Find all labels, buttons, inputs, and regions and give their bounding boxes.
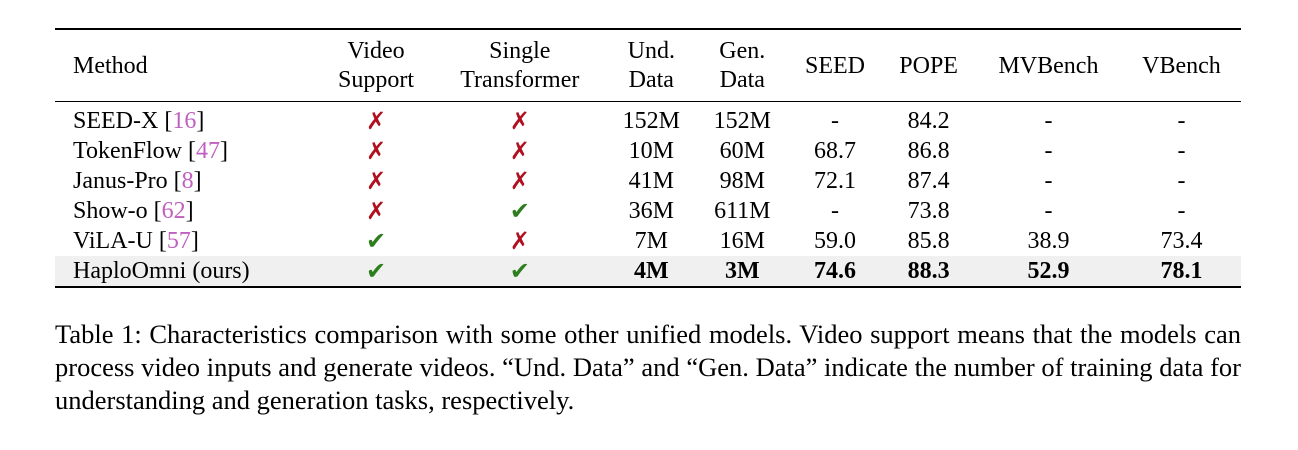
header-pope: POPE	[899, 52, 958, 79]
cross-icon: ✗	[365, 197, 387, 225]
method-cell: ViLA-U [57]	[55, 226, 318, 256]
seed-cell: 59.0	[814, 228, 857, 254]
vbench-cell: -	[1177, 138, 1186, 164]
check-icon: ✔	[509, 197, 530, 225]
cross-icon: ✗	[509, 137, 530, 165]
method-name: SEED-X [	[73, 108, 173, 134]
citation-bracket: ]	[190, 228, 199, 254]
und-cell: 41M	[628, 168, 674, 194]
pope-cell: 88.3	[882, 256, 975, 287]
method-name: Show-o [	[73, 198, 162, 224]
method-name: Janus-Pro [	[73, 168, 182, 194]
method-cell: Show-o [62]	[55, 196, 318, 226]
gen-cell: 60M	[719, 138, 765, 164]
table-row: ViLA-U [57] ✔ ✗ 7M 16M 59.0 85.8 38.9 73.4	[55, 226, 1241, 256]
seed-cell: -	[831, 108, 840, 134]
comparison-table: Method Video Support Single Transformer Un…	[55, 28, 1241, 288]
method-cell: HaploOmni (ours)	[55, 256, 319, 287]
check-icon: ✔	[318, 256, 434, 287]
seed-cell: 72.1	[814, 168, 857, 194]
seed-cell: 68.7	[814, 138, 857, 164]
mvbench-cell: -	[1044, 198, 1053, 224]
pope-cell: 86.8	[907, 138, 950, 164]
citation-link[interactable]: 8	[181, 168, 194, 194]
check-icon: ✔	[433, 256, 606, 287]
citation-bracket: ]	[185, 198, 194, 224]
und-cell: 7M	[634, 228, 668, 254]
mvbench-cell: -	[1044, 108, 1053, 134]
und-cell: 4M	[605, 256, 697, 287]
mvbench-cell: -	[1044, 138, 1053, 164]
mvbench-cell: 52.9	[975, 256, 1122, 287]
pope-cell: 73.8	[907, 198, 950, 224]
gen-cell: 98M	[719, 168, 765, 194]
citation-link[interactable]: 47	[195, 138, 220, 164]
method-cell: Janus-Pro [8]	[55, 166, 318, 196]
mvbench-cell: 38.9	[1027, 228, 1070, 254]
method-name: ViLA-U [	[73, 228, 167, 254]
mvbench-cell: -	[1044, 168, 1053, 194]
header-gen-data: Gen. Data	[719, 38, 766, 93]
citation-link[interactable]: 16	[172, 108, 197, 134]
table-row: Show-o [62] ✗ ✔ 36M 611M - 73.8 - -	[55, 196, 1241, 226]
vbench-cell: -	[1177, 198, 1186, 224]
und-cell: 36M	[628, 198, 674, 224]
vbench-cell: 73.4	[1160, 228, 1203, 254]
cross-icon: ✗	[365, 107, 387, 135]
table-row: SEED-X [16] ✗ ✗ 152M 152M - 84.2 - -	[55, 102, 1241, 137]
seed-cell: -	[831, 198, 840, 224]
vbench-cell: 78.1	[1121, 256, 1241, 287]
cross-icon: ✗	[365, 137, 387, 165]
cross-icon: ✗	[509, 107, 530, 135]
method-cell: TokenFlow [47]	[55, 136, 318, 166]
table-row: Janus-Pro [8] ✗ ✗ 41M 98M 72.1 87.4 - -	[55, 166, 1241, 196]
header-method: Method	[73, 52, 148, 79]
und-cell: 152M	[622, 108, 680, 134]
cross-icon: ✗	[365, 167, 387, 195]
cross-icon: ✗	[509, 167, 530, 195]
method-name: HaploOmni (ours)	[73, 258, 250, 284]
pope-cell: 85.8	[907, 228, 950, 254]
check-icon: ✔	[365, 227, 387, 255]
pope-cell: 87.4	[907, 168, 950, 194]
table-row: HaploOmni (ours) ✔ ✔ 4M 3M 74.6 88.3 52.9 78.1	[55, 256, 1241, 287]
pope-cell: 84.2	[907, 108, 950, 134]
header-mvbench: MVBench	[998, 52, 1099, 79]
header-row: Method Video Support Single Transformer Un…	[55, 29, 1241, 102]
table-row: TokenFlow [47] ✗ ✗ 10M 60M 68.7 86.8 - -	[55, 136, 1241, 166]
method-cell: SEED-X [16]	[55, 102, 318, 137]
vbench-cell: -	[1177, 108, 1186, 134]
und-cell: 10M	[628, 138, 674, 164]
cross-icon: ✗	[509, 227, 530, 255]
header-video-support: Video Support	[338, 38, 415, 93]
gen-cell: 611M	[714, 198, 771, 224]
table-body: SEED-X [16] ✗ ✗ 152M 152M -84.2- - TokenFlow [4…	[55, 102, 1241, 287]
table-caption: Table 1: Characteristics comparison with…	[55, 319, 1241, 415]
citation-link[interactable]: 62	[161, 198, 186, 224]
vbench-cell: -	[1177, 168, 1186, 194]
header-und-data: Und. Data	[627, 38, 675, 93]
gen-cell: 16M	[719, 228, 765, 254]
gen-cell: 3M	[696, 256, 788, 287]
seed-cell: 74.6	[787, 256, 883, 287]
citation-bracket: ]	[193, 168, 202, 194]
header-single-transformer: Single Transformer	[460, 38, 580, 93]
method-name: TokenFlow [	[73, 138, 196, 164]
citation-link[interactable]: 57	[166, 228, 191, 254]
citation-bracket: ]	[219, 138, 228, 164]
header-seed: SEED	[805, 52, 866, 79]
gen-cell: 152M	[713, 108, 771, 134]
citation-bracket: ]	[196, 108, 205, 134]
header-vbench: VBench	[1142, 52, 1221, 79]
